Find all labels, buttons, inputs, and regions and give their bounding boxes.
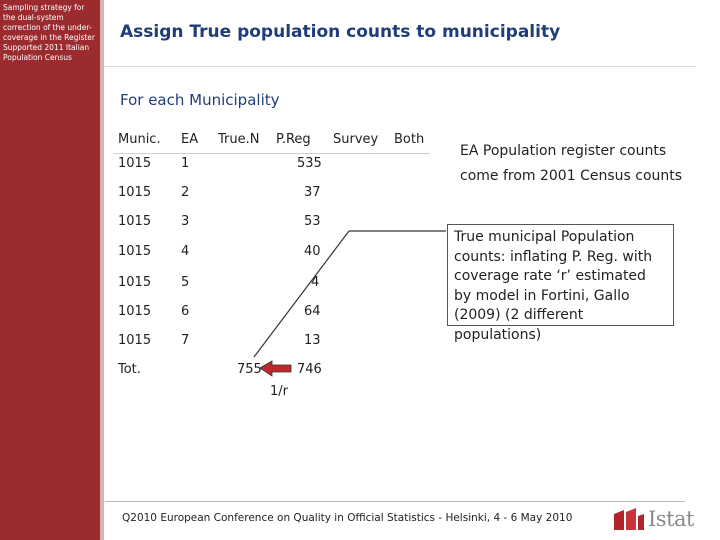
arrow-label: 1/r [270, 384, 288, 399]
table-row-munic: 1015 [118, 156, 152, 171]
ea-counts-note: EA Population register counts come from … [460, 143, 683, 184]
sidebar-panel: Sampling strategy for the dual-system co… [0, 0, 100, 540]
header-ea: EA [181, 132, 199, 147]
header-both: Both [394, 132, 425, 147]
table-row-munic: 1015 [118, 244, 152, 259]
table-row-ea: 4 [181, 244, 190, 259]
total-label: Tot. [118, 362, 141, 377]
table-row-preg: 64 [304, 304, 321, 319]
section-subtitle: For each Municipality [120, 91, 280, 109]
table-row-munic: 1015 [118, 214, 152, 229]
table-row-preg: 53 [304, 214, 321, 229]
callout-line-diagonal [253, 230, 350, 358]
table-row-munic: 1015 [118, 304, 152, 319]
table-header-divider [113, 153, 430, 154]
footer-divider [105, 501, 685, 502]
total-p-reg: 746 [297, 362, 322, 377]
table-row-preg: 4 [311, 275, 320, 290]
table-row-ea: 7 [181, 333, 190, 348]
true-counts-note: True municipal Population counts: inflat… [447, 224, 674, 343]
table-row-preg: 40 [304, 244, 321, 259]
table-row-ea: 2 [181, 185, 190, 200]
total-true-n: 755 [237, 362, 262, 377]
header-true-n: True.N [218, 132, 260, 147]
table-row-ea: 1 [181, 156, 190, 171]
table-row-munic: 1015 [118, 333, 152, 348]
header-survey: Survey [333, 132, 379, 147]
table-row-ea: 6 [181, 304, 190, 319]
footer-text: Q2010 European Conference on Quality in … [122, 512, 573, 524]
istat-logo-icon [614, 508, 644, 530]
header-p-reg: P.Reg [276, 132, 311, 147]
table-row-preg: 535 [297, 156, 322, 171]
sidebar-caption: Sampling strategy for the dual-system co… [3, 3, 95, 62]
table-row-ea: 3 [181, 214, 190, 229]
sidebar-edge [100, 0, 104, 540]
title-divider [104, 66, 696, 67]
red-arrow-icon [259, 360, 292, 377]
table-row-ea: 5 [181, 275, 190, 290]
table-row-preg: 13 [304, 333, 321, 348]
logo-text: Istat [648, 507, 694, 531]
table-row-munic: 1015 [118, 275, 152, 290]
table-row-munic: 1015 [118, 185, 152, 200]
table-row-preg: 37 [304, 185, 321, 200]
header-munic: Munic. [118, 132, 161, 147]
page-title: Assign True population counts to municip… [120, 22, 561, 42]
